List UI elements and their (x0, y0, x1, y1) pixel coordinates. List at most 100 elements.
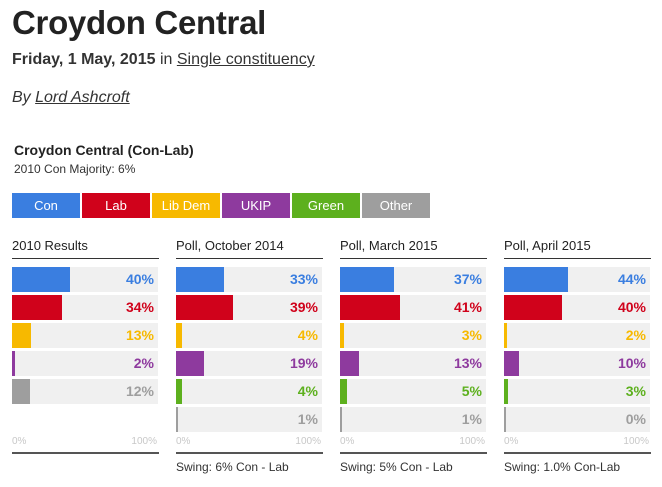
axis-min-label: 0% (504, 436, 519, 447)
bar-value-label-green: 3% (625, 383, 646, 399)
bar-value-label-con: 37% (453, 271, 482, 287)
panel-bottom-rule (12, 452, 159, 454)
swing-label: Swing: 5% Con - Lab (340, 460, 453, 474)
axis-min-label: 0% (12, 436, 27, 447)
bar-value-label-ukip: 10% (617, 355, 646, 371)
party-legend: Con Lab Lib Dem UKIP Green Other (12, 193, 430, 218)
legend-libdem: Lib Dem (152, 193, 220, 218)
bar-ukip (504, 351, 519, 376)
panel-top-rule (176, 258, 323, 259)
bar-track-other: 1% (340, 407, 486, 432)
bar-track-libdem: 3% (340, 323, 486, 348)
panel-top-rule (504, 258, 651, 259)
bar-value-label-con: 33% (289, 271, 318, 287)
bar-track-other: 1% (176, 407, 322, 432)
bar-track-lab: 34% (12, 295, 158, 320)
bar-value-label-ukip: 2% (133, 355, 154, 371)
bar-value-label-libdem: 4% (297, 327, 318, 343)
panel-bottom-rule (176, 452, 323, 454)
bar-track-green: 5% (340, 379, 486, 404)
bar-value-label-libdem: 13% (125, 327, 154, 343)
axis-min-label: 0% (176, 436, 191, 447)
bar-track-green: 4% (176, 379, 322, 404)
bar-track-con: 40% (12, 267, 158, 292)
bar-green (340, 379, 347, 404)
bar-value-label-green: 4% (297, 383, 318, 399)
bar-lab (12, 295, 62, 320)
bar-lab (504, 295, 562, 320)
bar-track-con: 37% (340, 267, 486, 292)
panel-top-rule (340, 258, 487, 259)
bar-track-other: 0% (504, 407, 650, 432)
bar-ukip (176, 351, 204, 376)
chart-subtitle: 2010 Con Majority: 6% (14, 162, 136, 176)
swing-label: Swing: 1.0% Con-Lab (504, 460, 621, 474)
byline: By Lord Ashcroft (12, 89, 130, 107)
panel-title: Poll, October 2014 (176, 238, 284, 253)
chart-title: Croydon Central (Con-Lab) (14, 142, 194, 158)
bar-con (504, 267, 568, 292)
bar-libdem (340, 323, 344, 348)
bar-track-other: 12% (12, 379, 158, 404)
bar-libdem (176, 323, 182, 348)
bar-track-libdem: 2% (504, 323, 650, 348)
panel-title: Poll, March 2015 (340, 238, 438, 253)
panel-poll-mar-2015: Poll, March 2015 37% 41% 3% 13% 5% 1% 0% 100%… (340, 238, 487, 474)
bar-track-lab: 39% (176, 295, 322, 320)
bar-other (176, 407, 178, 432)
bar-value-label-con: 40% (125, 271, 154, 287)
bar-value-label-other: 1% (461, 411, 482, 427)
bar-track-ukip: 13% (340, 351, 486, 376)
legend-ukip: UKIP (222, 193, 290, 218)
bar-con (12, 267, 70, 292)
swing-label: Swing: 6% Con - Lab (176, 460, 289, 474)
by-word: By (12, 89, 31, 106)
bar-track-libdem: 13% (12, 323, 158, 348)
bar-green (504, 379, 508, 404)
panel-top-rule (12, 258, 159, 259)
bar-value-label-other: 0% (625, 411, 646, 427)
axis-max-label: 100% (623, 436, 649, 447)
bar-track-con: 33% (176, 267, 322, 292)
legend-con: Con (12, 193, 80, 218)
bar-other (12, 379, 30, 404)
post-meta: Friday, 1 May, 2015 in Single constituen… (12, 51, 315, 69)
bar-track-ukip: 19% (176, 351, 322, 376)
bar-other (504, 407, 506, 432)
bar-value-label-lab: 34% (125, 299, 154, 315)
legend-lab: Lab (82, 193, 150, 218)
bar-value-label-lab: 40% (617, 299, 646, 315)
page-title: Croydon Central (12, 4, 267, 41)
axis-max-label: 100% (131, 436, 157, 447)
panel-bottom-rule (504, 452, 651, 454)
bar-value-label-con: 44% (617, 271, 646, 287)
category-link[interactable]: Single constituency (176, 51, 315, 68)
panel-2010-results: 2010 Results 40% 34% 13% 2% 12% 0% 100% (12, 238, 159, 454)
bar-lab (176, 295, 233, 320)
panel-title: 2010 Results (12, 238, 88, 253)
bar-value-label-other: 1% (297, 411, 318, 427)
post-date: Friday, 1 May, 2015 (12, 51, 156, 68)
author-link[interactable]: Lord Ashcroft (35, 89, 130, 106)
bar-value-label-ukip: 19% (289, 355, 318, 371)
bar-value-label-libdem: 2% (625, 327, 646, 343)
bar-value-label-lab: 41% (453, 299, 482, 315)
in-word: in (159, 51, 173, 68)
bar-lab (340, 295, 400, 320)
bar-ukip (340, 351, 359, 376)
bar-track-ukip: 2% (12, 351, 158, 376)
bar-value-label-libdem: 3% (461, 327, 482, 343)
bar-track-lab: 41% (340, 295, 486, 320)
panel-poll-oct-2014: Poll, October 2014 33% 39% 4% 19% 4% 1% 0% 10… (176, 238, 323, 474)
panel-bottom-rule (340, 452, 487, 454)
bar-track-libdem: 4% (176, 323, 322, 348)
bar-track-green: 3% (504, 379, 650, 404)
legend-green: Green (292, 193, 360, 218)
panel-poll-apr-2015: Poll, April 2015 44% 40% 2% 10% 3% 0% 0% 100%… (504, 238, 651, 474)
bar-libdem (504, 323, 507, 348)
axis-min-label: 0% (340, 436, 355, 447)
bar-con (176, 267, 224, 292)
axis-max-label: 100% (459, 436, 485, 447)
bar-green (176, 379, 182, 404)
bar-value-label-other: 12% (125, 383, 154, 399)
